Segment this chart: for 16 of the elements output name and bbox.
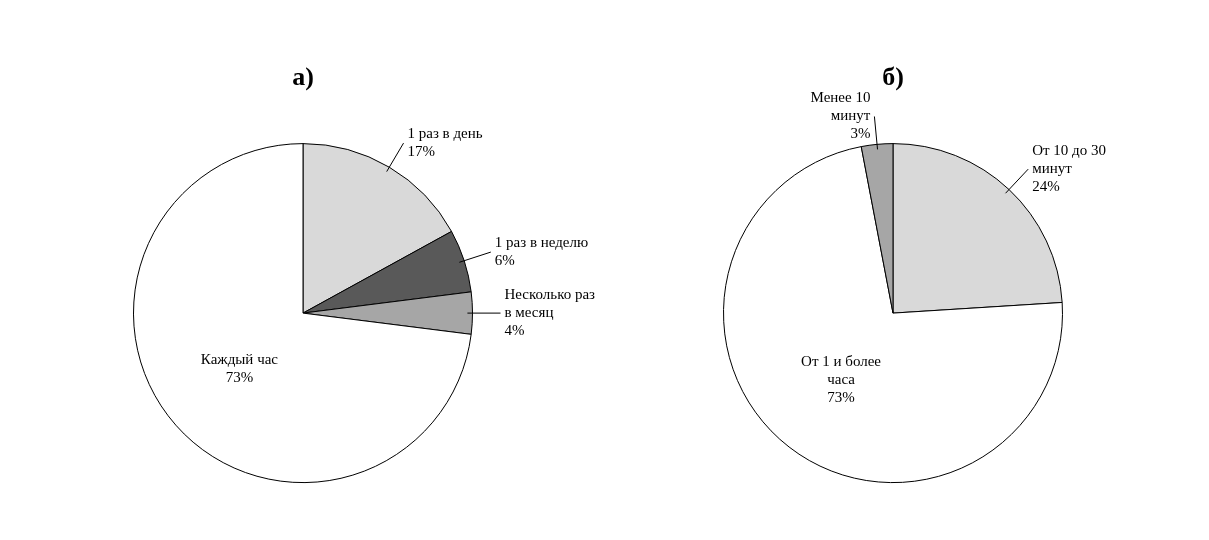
data-label: 6% xyxy=(494,252,515,269)
slice-label: Несколько раз в месяц xyxy=(504,286,596,321)
chart-title: б) xyxy=(882,62,904,92)
chart-title: а) xyxy=(292,62,314,92)
data-label: 4% xyxy=(504,322,525,339)
data-label: 24% xyxy=(1032,178,1060,195)
data-label: 73% xyxy=(827,389,855,405)
data-label: 73% xyxy=(225,369,254,386)
slice-label: От 1 и более часа xyxy=(801,353,882,387)
slice-label: Менее 10 минут xyxy=(810,89,871,124)
data-label: 17% xyxy=(407,143,436,160)
slice-label: 1 раз в неделю xyxy=(494,234,589,251)
slice-label: От 10 до 30 минут xyxy=(1032,142,1106,177)
slice-label: 1 раз в день xyxy=(407,125,483,142)
data-label: 3% xyxy=(850,125,871,142)
slice-label: Каждый час xyxy=(200,351,279,368)
